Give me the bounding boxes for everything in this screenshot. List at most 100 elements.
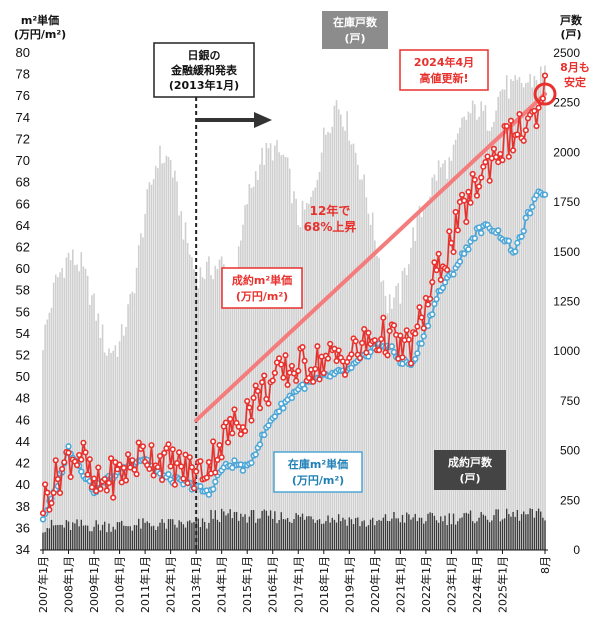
inventory-units-bar xyxy=(393,297,395,550)
inventory-units-bar xyxy=(242,224,244,550)
trend-text-1: 12年で xyxy=(310,203,351,218)
contract-units-bar xyxy=(508,514,510,550)
contract-units-bar xyxy=(172,519,174,550)
contract-units-bar xyxy=(63,527,65,550)
left-tick-label: 34 xyxy=(16,542,30,557)
data-point xyxy=(48,500,55,507)
data-point xyxy=(135,439,142,446)
contract-units-bar xyxy=(376,521,378,550)
contract-units-bar xyxy=(437,522,440,550)
data-point xyxy=(371,337,378,344)
contract-units-bar xyxy=(516,509,519,550)
data-point xyxy=(431,300,438,308)
inventory-units-bar xyxy=(46,319,49,550)
data-point xyxy=(541,191,549,198)
data-point xyxy=(265,422,272,429)
data-point xyxy=(120,464,127,471)
data-point xyxy=(276,355,283,362)
data-point xyxy=(133,471,140,478)
data-point xyxy=(456,258,464,265)
left-tick-label: 80 xyxy=(16,45,30,60)
left-tick-label: 44 xyxy=(16,434,30,449)
data-point xyxy=(275,408,283,415)
data-point xyxy=(397,332,404,339)
data-point xyxy=(188,464,195,471)
data-point xyxy=(314,343,321,350)
contract-price-box xyxy=(221,267,303,309)
contract-units-bar xyxy=(263,509,265,550)
contract-units-bar xyxy=(503,518,506,550)
data-point xyxy=(165,441,172,448)
data-point xyxy=(59,465,66,473)
inventory-units-bar xyxy=(214,265,217,550)
contract-units-bar xyxy=(72,522,74,550)
data-point xyxy=(446,228,453,235)
right-tick-label: 2000 xyxy=(553,145,580,159)
data-point xyxy=(256,405,264,412)
data-point xyxy=(509,147,517,154)
inventory-units-bar xyxy=(116,356,119,550)
inventory-units-bar xyxy=(184,222,187,550)
contract-units-bar xyxy=(393,511,395,550)
data-point xyxy=(112,459,119,466)
data-point xyxy=(454,227,461,234)
contract-units-bar xyxy=(282,519,285,550)
inventory-units-bar xyxy=(399,303,402,550)
inventory-units-bar xyxy=(144,213,146,550)
data-point xyxy=(461,197,468,204)
left-tick-label: 54 xyxy=(16,326,30,341)
contract-units-bar xyxy=(235,511,238,550)
contract-units-bar xyxy=(380,520,382,550)
inventory-units-bar xyxy=(516,79,519,551)
data-point xyxy=(299,343,306,351)
august-label-2: 安定 xyxy=(564,75,586,89)
data-point xyxy=(76,451,83,459)
data-point xyxy=(205,458,213,466)
contract-units-bar xyxy=(191,522,193,550)
data-point xyxy=(412,355,419,363)
inventory-units-bar xyxy=(478,116,480,550)
contract-units-bar xyxy=(67,521,70,550)
x-tick-label: 2024年1月 xyxy=(470,556,484,613)
inventory-units-bar xyxy=(76,264,78,550)
data-point xyxy=(439,284,447,292)
contract-units-bar xyxy=(363,520,365,550)
data-point xyxy=(526,210,534,217)
contract-units-bar xyxy=(493,515,495,550)
inventory-units-bar xyxy=(223,264,225,550)
inventory-units-bar xyxy=(225,268,227,550)
data-point xyxy=(261,431,268,439)
data-point xyxy=(386,327,393,335)
inventory-units-bar xyxy=(140,233,142,550)
contract-units-bar xyxy=(446,525,448,550)
left-axis-unit: (万円/m²) xyxy=(14,28,66,41)
contract-units-bars xyxy=(42,508,546,550)
data-point xyxy=(97,485,104,493)
data-point xyxy=(280,374,287,381)
contract-units-bar xyxy=(129,526,131,550)
peak-label-1: 2024年4月 xyxy=(414,55,474,69)
contract-units-bar xyxy=(125,526,127,550)
inventory-units-bar xyxy=(363,174,365,550)
inventory-units-bar xyxy=(397,283,400,550)
inventory-units-bar xyxy=(176,181,178,550)
data-point xyxy=(139,443,147,450)
contract-units-bar xyxy=(289,521,291,550)
data-point xyxy=(505,153,512,160)
contract-units-bar xyxy=(318,519,321,550)
data-point xyxy=(56,489,64,497)
contract-units-bar xyxy=(138,518,140,550)
contract-units-bar xyxy=(50,519,53,550)
data-point xyxy=(290,370,298,377)
contract-units-bar xyxy=(491,520,493,550)
contract-units-bar xyxy=(80,519,82,550)
data-point xyxy=(154,463,161,471)
contract-units-bar xyxy=(193,521,195,550)
inventory-units-bar xyxy=(388,294,391,550)
data-point xyxy=(129,457,136,464)
inventory-units-bar xyxy=(450,160,453,551)
inventory-units-bar xyxy=(535,80,538,550)
contract-units-bar xyxy=(463,513,465,550)
contract-units-bar xyxy=(152,525,155,550)
